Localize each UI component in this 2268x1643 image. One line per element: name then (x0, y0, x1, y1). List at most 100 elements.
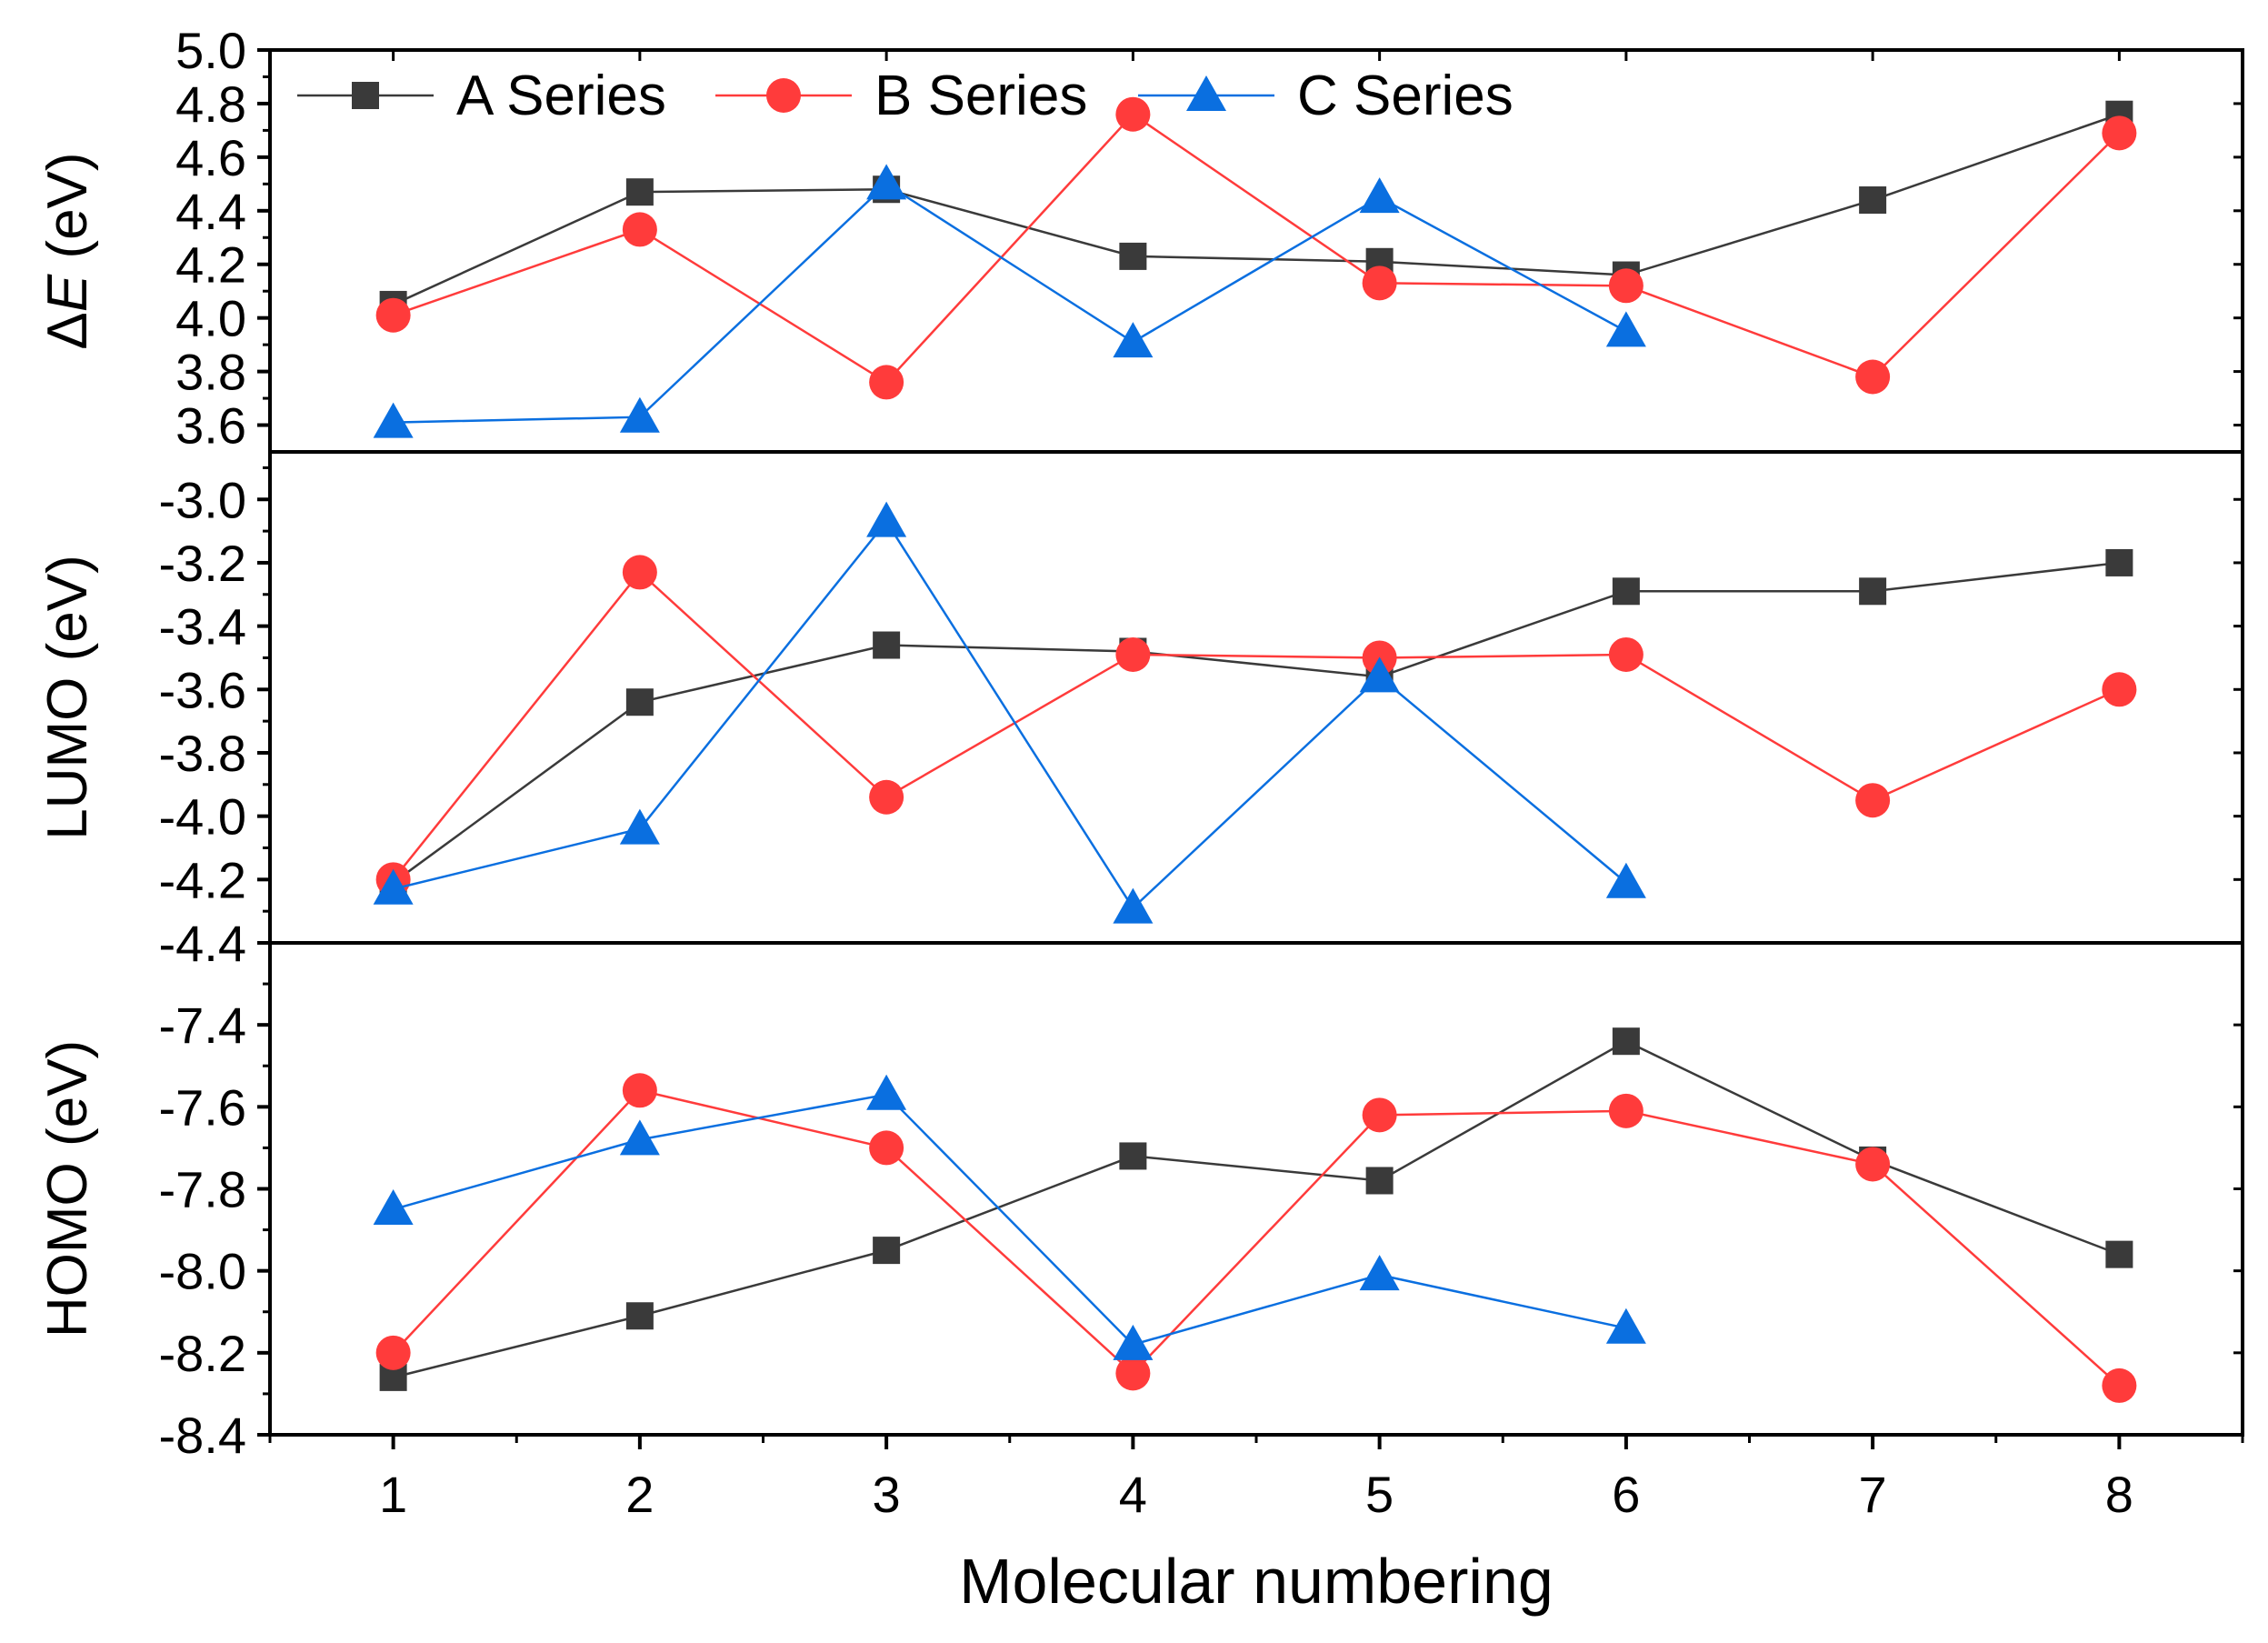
y-axis-label: ΔE (eV) (36, 152, 99, 349)
x-axis-label: Molecular numbering (959, 1546, 1554, 1617)
series-a-series (379, 100, 2133, 318)
data-point (619, 1119, 660, 1156)
y-tick-label: 4.0 (175, 290, 246, 347)
x-tick-label: 4 (1119, 1466, 1147, 1523)
data-point (373, 402, 414, 438)
series-line (393, 182, 1627, 424)
y-tick-label: 3.6 (175, 397, 246, 455)
data-point (1855, 1147, 1891, 1182)
y-tick-label: -8.0 (159, 1243, 247, 1300)
legend-marker (766, 78, 801, 113)
data-point (2102, 1367, 2137, 1403)
series-line (393, 1093, 1627, 1347)
y-tick-label: -7.6 (159, 1078, 247, 1136)
y-tick-label: 4.2 (175, 236, 246, 294)
data-point (869, 1130, 904, 1166)
data-point (869, 779, 904, 815)
data-point (619, 808, 660, 845)
panel-frame (268, 450, 2244, 945)
x-tick-label: 3 (873, 1466, 901, 1523)
data-point (1608, 1093, 1644, 1128)
data-point (1115, 636, 1151, 672)
data-point (1365, 1167, 1394, 1195)
data-point (869, 365, 904, 400)
data-point (1113, 322, 1154, 358)
data-point (1119, 242, 1147, 270)
legend-marker (352, 82, 379, 109)
legend: A Series B Series C Series (297, 65, 1514, 127)
data-point (866, 164, 907, 200)
data-point (1612, 1027, 1640, 1056)
panels: 3.63.84.04.24.44.64.85.0ΔE (eV)-4.4-4.2-… (36, 22, 2244, 1464)
data-point (622, 212, 657, 247)
data-point (1605, 311, 1646, 347)
data-point (1115, 96, 1151, 132)
data-point (866, 501, 907, 537)
x-tick-label: 6 (1612, 1466, 1640, 1523)
data-point (1115, 1356, 1151, 1391)
y-tick-label: -3.6 (159, 661, 247, 718)
data-point (2102, 672, 2137, 707)
data-point (622, 1073, 657, 1108)
data-point (873, 1237, 901, 1265)
data-point (373, 1189, 414, 1226)
data-point (1608, 268, 1644, 304)
legend-item-a-series: A Series (297, 65, 666, 127)
series-line (392, 570, 2120, 881)
y-tick-label: -4.0 (159, 788, 247, 846)
data-point (2105, 1240, 2133, 1268)
series-b-series (375, 96, 2137, 400)
x-tick-label: 2 (625, 1466, 654, 1523)
series-c-series (373, 501, 1646, 924)
data-point (866, 1074, 907, 1110)
x-tick-label: 8 (2105, 1466, 2133, 1523)
panel-delta-e: 3.63.84.04.24.44.64.85.0 ΔE (eV) (36, 22, 2244, 455)
data-point (1362, 1097, 1397, 1133)
data-point (1859, 577, 1887, 606)
series-c-series (373, 1074, 1646, 1360)
data-point (375, 297, 411, 333)
data-point (625, 688, 654, 716)
y-axis-label: LUMO (eV) (36, 555, 99, 839)
data-point (1859, 186, 1887, 215)
y-tick-label: -8.2 (159, 1325, 247, 1382)
y-tick-label: -4.4 (159, 915, 247, 972)
y-tick-label: -7.4 (159, 997, 247, 1054)
data-point (1362, 265, 1397, 301)
data-point (1113, 887, 1154, 924)
data-point (1359, 656, 1400, 693)
y-tick-label: -3.4 (159, 598, 247, 656)
data-point (373, 868, 414, 905)
series-line (392, 1088, 2121, 1387)
data-point (622, 555, 657, 590)
x-tick-label: 5 (1365, 1466, 1394, 1523)
y-tick-label: 5.0 (175, 22, 246, 79)
y-axis-label: HOMO (eV) (36, 1040, 99, 1337)
series-a-series (379, 1027, 2133, 1391)
data-point (1608, 636, 1644, 672)
series-c-series (373, 164, 1646, 438)
y-tick-label: -7.8 (159, 1161, 247, 1218)
series-line (393, 1039, 2120, 1379)
data-point (1359, 1255, 1400, 1291)
panel-homo: -8.4 -8.2 -8.0 -7.8 -7.6 -7.4 HOMO (eV) (36, 941, 2244, 1464)
y-tick-label: 3.8 (175, 344, 246, 401)
legend-item-c-series: C Series (1138, 65, 1514, 127)
y-tick-label: -3.8 (159, 725, 247, 782)
data-point (1359, 177, 1400, 214)
y-tick-label: 4.6 (175, 129, 246, 186)
series-line (392, 561, 2120, 884)
series-b-series (375, 1073, 2137, 1403)
data-point (625, 178, 654, 206)
legend-item-b-series: B Series (715, 65, 1087, 127)
y-tick-label: 4.8 (175, 75, 246, 133)
data-point (1113, 1324, 1154, 1360)
data-point (1605, 1307, 1646, 1344)
data-point (1855, 783, 1891, 818)
x-tick-label: 1 (379, 1466, 407, 1523)
data-point (1605, 862, 1646, 898)
y-tick-label: 4.4 (175, 183, 246, 240)
legend-label: B Series (874, 65, 1087, 127)
data-point (1119, 1142, 1147, 1170)
